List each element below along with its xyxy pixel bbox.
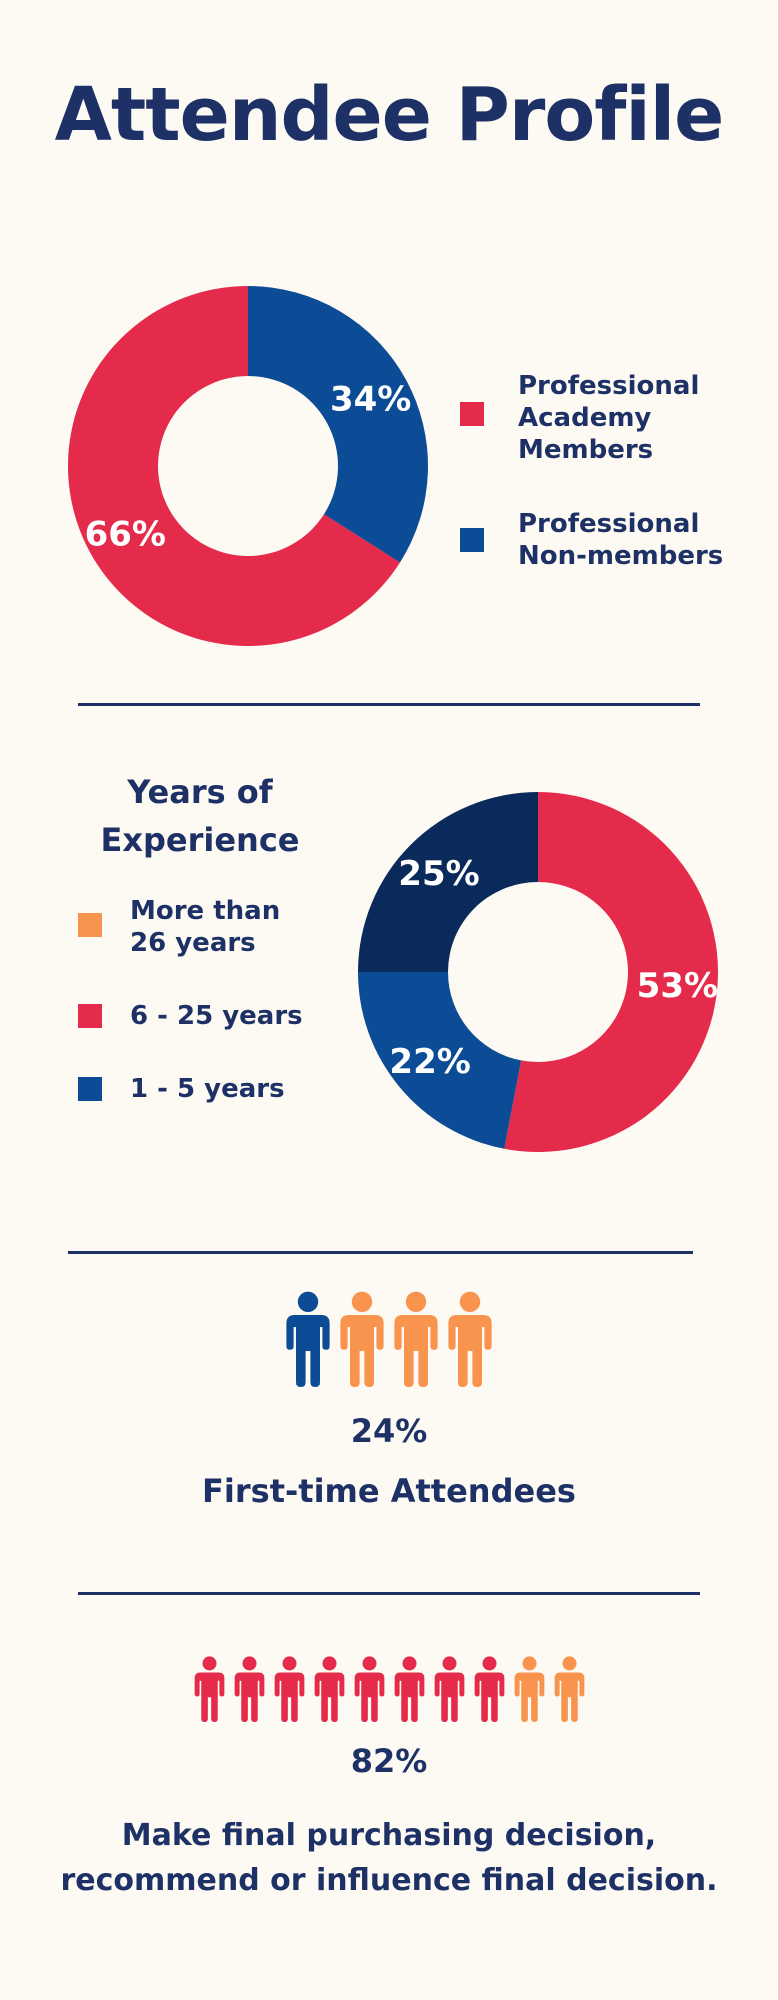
first-time-people-icons (0, 1291, 778, 1387)
person-icon (514, 1656, 544, 1722)
person-icon (234, 1656, 264, 1722)
person-icon (448, 1291, 492, 1387)
legend-label: Professional Non-members (518, 509, 724, 571)
person-icon (474, 1656, 504, 1722)
first-time-label: First-time Attendees (202, 1472, 576, 1510)
legend-label: 1 - 5 years (130, 1074, 285, 1104)
person-icon (434, 1656, 464, 1722)
experience-donut-chart: 25% 53% 22% (358, 792, 718, 1152)
legend-swatch (78, 1077, 102, 1101)
person-icon (354, 1656, 384, 1722)
legend-swatch (78, 1004, 102, 1028)
person-icon (314, 1656, 344, 1722)
legend-item-1-5: 1 - 5 years (78, 1073, 330, 1105)
person-icon (274, 1656, 304, 1722)
section-divider (78, 703, 700, 706)
person-icon (554, 1656, 584, 1722)
legend-label: 6 - 25 years (130, 1001, 303, 1031)
experience-heading: Years of Experience (100, 773, 300, 859)
page-title: Attendee Profile (54, 72, 725, 158)
decision-label-line1: Make final purchasing decision, (121, 1818, 657, 1853)
donut-slice (504, 792, 718, 1152)
section-divider (68, 1251, 693, 1254)
person-icon (286, 1291, 330, 1387)
section-divider (78, 1592, 700, 1595)
legend-item-6-25: 6 - 25 years (78, 1000, 330, 1032)
legend-swatch (460, 528, 484, 552)
donut-slice (358, 972, 522, 1149)
legend-item-non-members: Professional Non-members (460, 508, 748, 572)
person-icon (340, 1291, 384, 1387)
legend-item-members: Professional Academy Members (460, 370, 708, 466)
legend-label: More than 26 years (130, 896, 281, 958)
legend-label: Professional Academy Members (518, 371, 700, 465)
donut-slice-label: 66% (85, 514, 166, 554)
membership-legend: Professional Academy Members Professiona… (460, 370, 760, 590)
donut-slice-label: 34% (330, 380, 411, 420)
first-time-percentage: 24% (350, 1412, 428, 1450)
membership-donut-chart: 66% 34% (67, 286, 428, 646)
decision-label-line2: recommend or influence final decision. (60, 1863, 718, 1898)
person-icon (394, 1291, 438, 1387)
experience-legend: More than 26 years 6 - 25 years 1 - 5 ye… (78, 895, 338, 1115)
donut-slice (67, 286, 400, 646)
donut-slice-label: 22% (389, 1042, 470, 1082)
legend-swatch (78, 913, 102, 937)
donut-slice-label: 53% (637, 966, 718, 1006)
legend-item-26-plus: More than 26 years (78, 895, 290, 959)
donut-slice-label: 25% (398, 854, 479, 894)
legend-swatch (460, 402, 484, 426)
donut-slice (248, 286, 428, 563)
person-icon (394, 1656, 424, 1722)
decision-percentage: 82% (350, 1742, 428, 1780)
donut-slice (358, 792, 538, 972)
decision-maker-people-icons (0, 1656, 778, 1722)
person-icon (194, 1656, 224, 1722)
